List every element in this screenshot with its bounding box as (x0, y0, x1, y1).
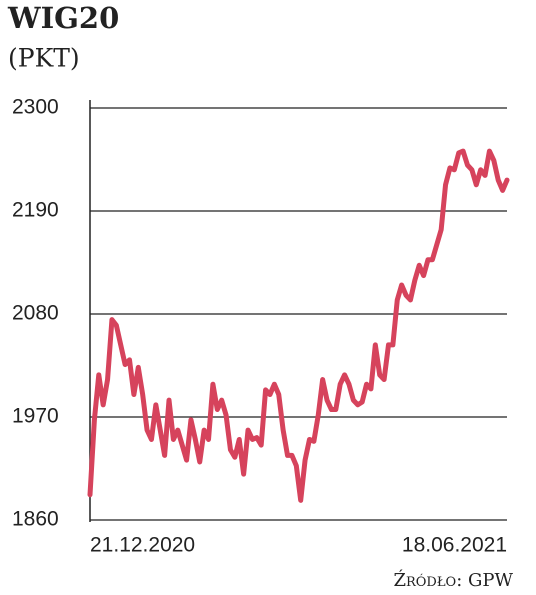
x-tick-label: 21.12.2020 (90, 534, 195, 557)
source: Źródło: GPW (393, 568, 513, 591)
chart-title: WIG20 (7, 1, 119, 35)
line (87, 148, 510, 503)
x-tick-label: 18.06.2021 (402, 534, 507, 557)
y-tick-label: 1970 (12, 405, 59, 428)
y-tick-label: 2190 (12, 199, 59, 222)
y-tick-label: 1860 (12, 508, 59, 531)
y-tick-label: 2080 (12, 302, 59, 325)
y-tick-label: 2300 (12, 96, 59, 119)
chart-subtitle: (PKT) (8, 44, 80, 73)
